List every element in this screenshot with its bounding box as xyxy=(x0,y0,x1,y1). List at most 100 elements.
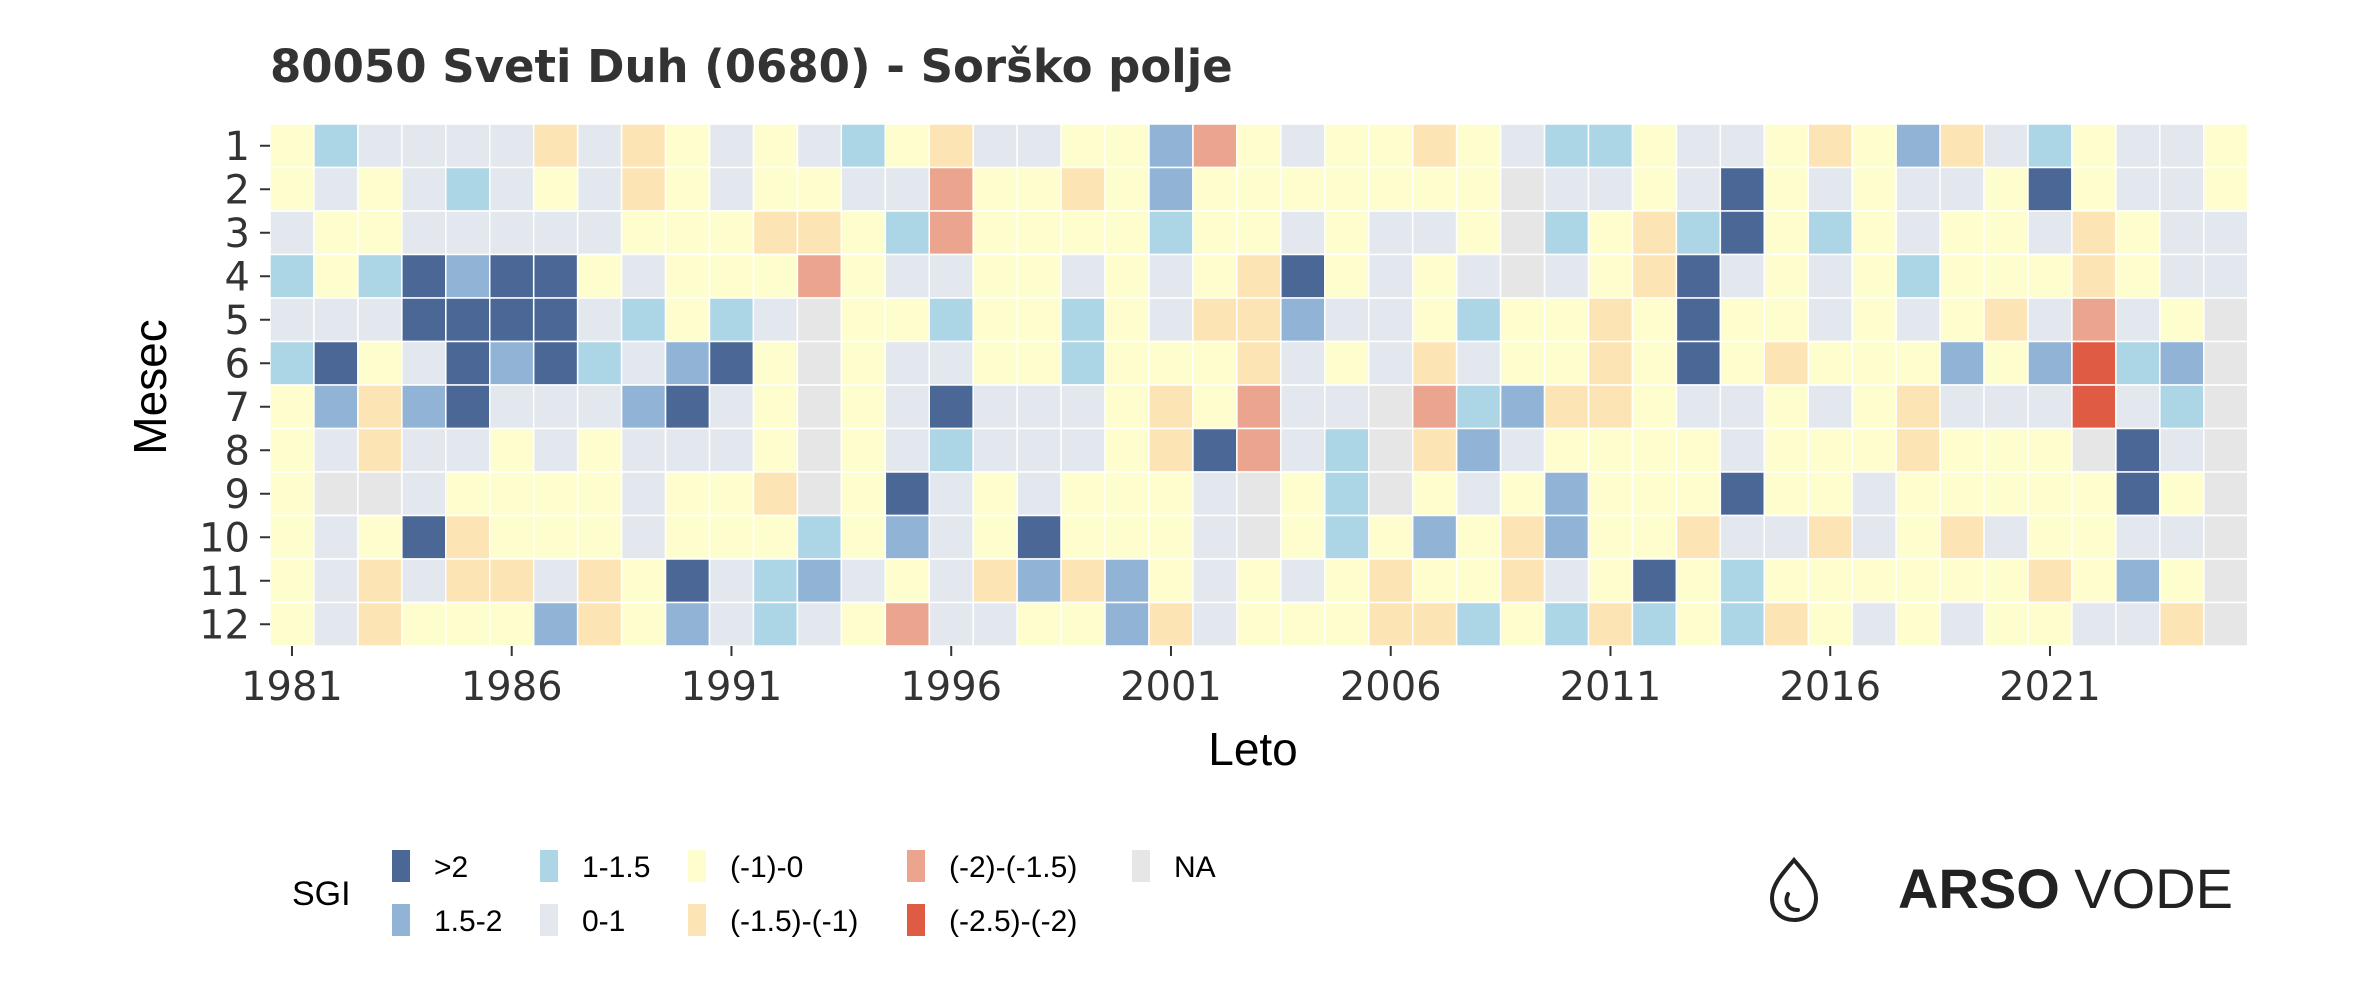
heatmap-cell xyxy=(1324,471,1370,517)
heatmap-cell xyxy=(1983,123,2029,169)
heatmap-cell xyxy=(532,471,579,517)
heatmap-cell xyxy=(708,210,755,256)
heatmap-cell xyxy=(1719,297,1766,343)
heatmap-cell xyxy=(1411,514,1458,560)
heatmap-cell xyxy=(489,471,535,517)
heatmap-cell xyxy=(357,166,403,212)
heatmap-cell xyxy=(1807,514,1853,560)
heatmap-cell xyxy=(620,471,667,517)
heatmap-cell xyxy=(796,166,843,212)
heatmap-cell xyxy=(2027,558,2073,604)
heatmap-cell xyxy=(1060,514,1106,560)
heatmap-cell xyxy=(489,601,535,647)
heatmap-cell xyxy=(1016,471,1062,517)
heatmap-cell xyxy=(1368,471,1414,517)
heatmap-cell xyxy=(1807,210,1853,256)
legend-swatch xyxy=(540,904,558,936)
heatmap-cell xyxy=(1851,210,1897,256)
heatmap-cell xyxy=(576,471,623,517)
heatmap-cell xyxy=(884,384,930,430)
heatmap-cell xyxy=(1016,123,1062,169)
heatmap-cell xyxy=(1368,253,1414,299)
heatmap-cell xyxy=(884,340,930,386)
legend: SGI >2 1.5-2 1-1.5 0-1 (-1)-0 (-1.5)-(-1) (-2)… xyxy=(292,850,1216,938)
heatmap-cell xyxy=(1060,166,1106,212)
heatmap-cell xyxy=(1851,253,1897,299)
heatmap-cell xyxy=(1016,166,1062,212)
heatmap-cell xyxy=(1280,166,1326,212)
heatmap-cell xyxy=(1192,514,1238,560)
heatmap-cell xyxy=(2203,166,2249,212)
heatmap-cell xyxy=(2115,514,2161,560)
heatmap-cell xyxy=(2027,427,2073,473)
heatmap-cell xyxy=(1939,123,1985,169)
heatmap-cell xyxy=(2071,166,2117,212)
heatmap-cell xyxy=(1368,514,1414,560)
heatmap-cell xyxy=(1192,384,1238,430)
heatmap-cell xyxy=(1807,384,1853,430)
heatmap-cell xyxy=(2115,166,2161,212)
heatmap-cell xyxy=(664,340,711,386)
heatmap-cell xyxy=(532,166,579,212)
heatmap-cell xyxy=(576,166,623,212)
heatmap-cell xyxy=(576,601,623,647)
heatmap-cell xyxy=(796,384,843,430)
heatmap-cell xyxy=(1675,253,1722,299)
heatmap-cell xyxy=(1631,166,1678,212)
heatmap-cell xyxy=(2159,253,2205,299)
heatmap-cell xyxy=(1499,427,1546,473)
heatmap-cell xyxy=(972,471,1018,517)
heatmap-cell xyxy=(1499,558,1546,604)
heatmap-cell xyxy=(840,123,887,169)
heatmap-cell xyxy=(1851,514,1897,560)
heatmap-cell xyxy=(972,253,1018,299)
heatmap-cell xyxy=(1675,558,1722,604)
heatmap-cell xyxy=(1455,297,1502,343)
heatmap-cell xyxy=(1411,427,1458,473)
heatmap-cell xyxy=(1455,123,1502,169)
heatmap-cell xyxy=(1236,427,1282,473)
heatmap-cell xyxy=(1324,427,1370,473)
heatmap-cell xyxy=(576,340,623,386)
heatmap-cell xyxy=(1543,384,1590,430)
heatmap-cell xyxy=(1675,384,1722,430)
heatmap-cell xyxy=(664,558,711,604)
heatmap-cell xyxy=(1719,514,1766,560)
heatmap-cell xyxy=(708,427,755,473)
heatmap-cell xyxy=(1895,253,1941,299)
heatmap-cell xyxy=(445,427,491,473)
heatmap-cell xyxy=(1939,514,1985,560)
heatmap-cell xyxy=(401,471,447,517)
heatmap-cell xyxy=(1763,297,1810,343)
heatmap-cell xyxy=(532,384,579,430)
heatmap-cell xyxy=(1192,340,1238,386)
heatmap-cell xyxy=(708,384,755,430)
heatmap-cell xyxy=(357,210,403,256)
heatmap-cell xyxy=(532,123,579,169)
heatmap-cell xyxy=(1148,253,1194,299)
heatmap-cell xyxy=(269,340,315,386)
heatmap-cell xyxy=(664,514,711,560)
heatmap-cell xyxy=(357,253,403,299)
heatmap-cell xyxy=(1983,297,2029,343)
legend-label: 1.5-2 xyxy=(434,905,502,938)
heatmap-cell xyxy=(1543,123,1590,169)
heatmap-cell xyxy=(1719,471,1766,517)
heatmap-cell xyxy=(972,123,1018,169)
heatmap-cell xyxy=(1411,340,1458,386)
heatmap-cell xyxy=(796,514,843,560)
heatmap-cell xyxy=(972,297,1018,343)
heatmap-cell xyxy=(1631,601,1678,647)
heatmap-cell xyxy=(1719,427,1766,473)
y-tick-label: 3 xyxy=(225,211,250,257)
heatmap-cell xyxy=(972,384,1018,430)
heatmap-cell xyxy=(357,297,403,343)
heatmap-cell xyxy=(489,427,535,473)
heatmap-cell xyxy=(1719,123,1766,169)
heatmap-cell xyxy=(840,166,887,212)
heatmap-cell xyxy=(2159,384,2205,430)
heatmap-cell xyxy=(972,166,1018,212)
heatmap-cell xyxy=(1587,340,1634,386)
y-tick-label: 6 xyxy=(225,341,250,387)
heatmap-cell xyxy=(401,253,447,299)
